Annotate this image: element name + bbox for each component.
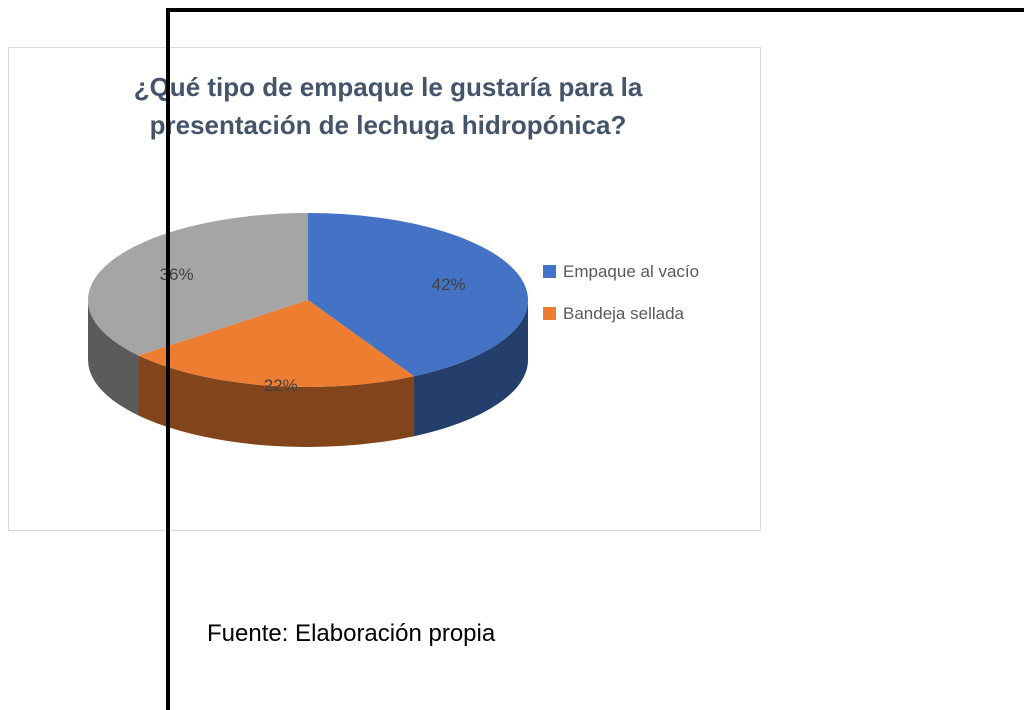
black-line bbox=[166, 8, 170, 710]
legend-entry: Empaque al vacío bbox=[543, 257, 700, 287]
legend-entry: Bandeja sellada bbox=[543, 299, 700, 329]
slice-side bbox=[138, 355, 414, 447]
caption: Fuente: Elaboración propia bbox=[207, 620, 496, 647]
legend-label: Bandeja sellada bbox=[563, 304, 684, 323]
data-label: 42% bbox=[432, 275, 466, 294]
black-line bbox=[166, 8, 1024, 12]
legend-swatch bbox=[543, 307, 556, 320]
data-label: 36% bbox=[160, 265, 194, 284]
data-label: 22% bbox=[264, 376, 298, 395]
chart-frame bbox=[8, 47, 761, 531]
slice-side bbox=[88, 300, 139, 416]
legend-label: Empaque al vacío bbox=[563, 262, 700, 281]
slice bbox=[87, 213, 309, 356]
chart-title: ¿Qué tipo de empaque le gustaría para la… bbox=[133, 72, 643, 140]
slice-side bbox=[413, 300, 528, 437]
slice bbox=[138, 300, 414, 387]
legend-swatch bbox=[543, 265, 556, 278]
slice bbox=[308, 213, 529, 377]
